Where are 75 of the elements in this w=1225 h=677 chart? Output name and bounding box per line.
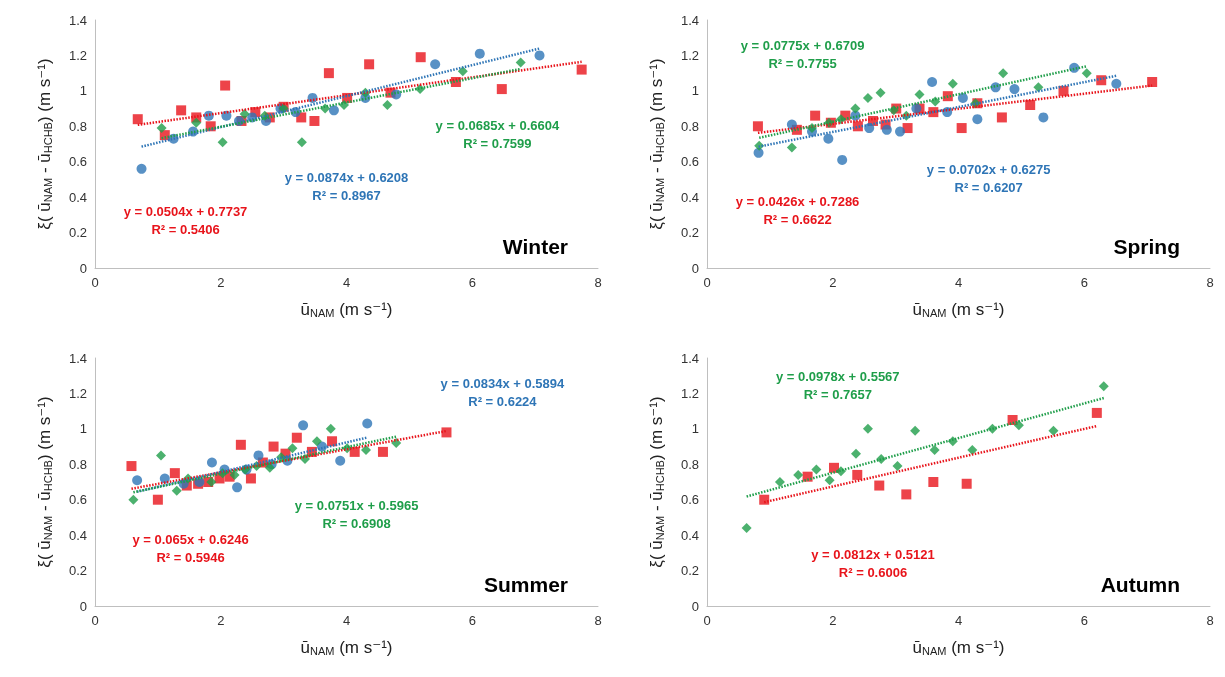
annotation: y = 0.0978x + 0.5567 R² = 0.7657 [775, 368, 900, 402]
annotation: y = 0.0812x + 0.5121 R² = 0.6006 [811, 547, 935, 581]
x-tick-label: 8 [594, 613, 602, 628]
x-axis-title: ūNAM (m s⁻¹) [300, 299, 393, 319]
x-tick-label: 2 [829, 275, 837, 290]
y-axis-title: ξ( ūNAM - ūHCHB) (m s⁻¹) [34, 58, 54, 230]
x-axis-title: ūNAM (m s⁻¹) [300, 637, 393, 657]
y-tick-label: 1.2 [680, 385, 699, 401]
text: Winter [502, 234, 568, 258]
annotation: y = 0.0426x + 0.7286 R² = 0.6622 [735, 194, 860, 228]
y-tick-label: 0.2 [68, 225, 87, 241]
x-tick-label: 2 [217, 613, 225, 628]
y-tick-label: 1 [691, 421, 699, 437]
y-tick-label: 0.4 [68, 527, 87, 543]
annotation: y = 0.0751x + 0.5965 R² = 0.6908 [294, 497, 419, 531]
y-axis-title: ξ( ūNAM - ūHCHB) (m s⁻¹) [646, 58, 666, 230]
x-tick-label: 0 [703, 275, 711, 290]
x-tick-label: 4 [954, 613, 963, 628]
annotation: y = 0.0874x + 0.6208 R² = 0.8967 [284, 169, 409, 203]
x-tick-label: 4 [342, 275, 351, 290]
x-tick-label: 0 [703, 613, 711, 628]
y-tick-label: 1 [691, 83, 699, 99]
x-tick-label: 6 [468, 275, 476, 290]
y-tick-label: 1.4 [680, 350, 699, 366]
y-tick-label: 0.4 [680, 189, 699, 205]
y-tick-label: 0.2 [680, 225, 699, 241]
y-tick-label: 0.4 [68, 189, 87, 205]
annotation: y = 0.0702x + 0.6275 R² = 0.6207 [926, 162, 1051, 196]
y-tick-label: 0.6 [680, 492, 699, 508]
y-tick-label: 1.2 [68, 47, 87, 63]
x-axis-title: ūNAM (m s⁻¹) [912, 637, 1005, 657]
text: Spring [1113, 234, 1180, 258]
text: Autumn [1100, 572, 1180, 596]
y-tick-label: 0.4 [680, 527, 699, 543]
annotation: y = 0.0504x + 0.7737 R² = 0.5406 [123, 204, 248, 238]
y-axis-title: ξ( ūNAM - ūHCHB) (m s⁻¹) [34, 396, 54, 568]
x-tick-label: 4 [954, 275, 963, 290]
y-tick-label: 0 [691, 260, 699, 276]
x-axis-title: ūNAM (m s⁻¹) [912, 299, 1005, 319]
x-tick-label: 2 [829, 613, 837, 628]
y-tick-label: 0.8 [68, 456, 87, 472]
text: Summer [483, 572, 568, 596]
y-tick-label: 1.4 [68, 12, 87, 28]
x-tick-label: 8 [1206, 613, 1214, 628]
annotation: y = 0.0685x + 0.6604 R² = 0.7599 [435, 117, 560, 151]
annotation: y = 0.065x + 0.6246 R² = 0.5946 [132, 532, 249, 566]
y-tick-label: 1 [79, 83, 87, 99]
y-tick-label: 0.8 [68, 118, 87, 134]
y-tick-label: 0 [691, 598, 699, 614]
y-tick-label: 0.6 [680, 154, 699, 170]
x-tick-label: 6 [468, 613, 476, 628]
y-tick-label: 0 [79, 260, 87, 276]
x-tick-label: 2 [217, 275, 225, 290]
y-tick-label: 0.6 [68, 154, 87, 170]
x-tick-label: 6 [1080, 613, 1088, 628]
annotation: y = 0.0775x + 0.6709 R² = 0.7755 [740, 38, 865, 72]
y-tick-label: 1.4 [68, 350, 87, 366]
y-tick-label: 1.2 [68, 385, 87, 401]
y-tick-label: 0.2 [680, 563, 699, 579]
annotation: y = 0.0834x + 0.5894 R² = 0.6224 [440, 376, 565, 410]
y-tick-label: 0.8 [680, 456, 699, 472]
x-tick-label: 8 [1206, 275, 1214, 290]
y-tick-label: 0.2 [68, 563, 87, 579]
y-axis-title: ξ( ūNAM - ūHCHB) (m s⁻¹) [646, 396, 666, 568]
y-tick-label: 1.2 [680, 47, 699, 63]
x-tick-label: 4 [342, 613, 351, 628]
y-tick-label: 1.4 [680, 12, 699, 28]
y-tick-label: 0.6 [68, 492, 87, 508]
x-tick-label: 6 [1080, 275, 1088, 290]
x-tick-label: 0 [91, 613, 99, 628]
x-tick-label: 8 [594, 275, 602, 290]
y-tick-label: 1 [79, 421, 87, 437]
y-tick-label: 0.8 [680, 118, 699, 134]
x-tick-label: 0 [91, 275, 99, 290]
y-tick-label: 0 [79, 598, 87, 614]
